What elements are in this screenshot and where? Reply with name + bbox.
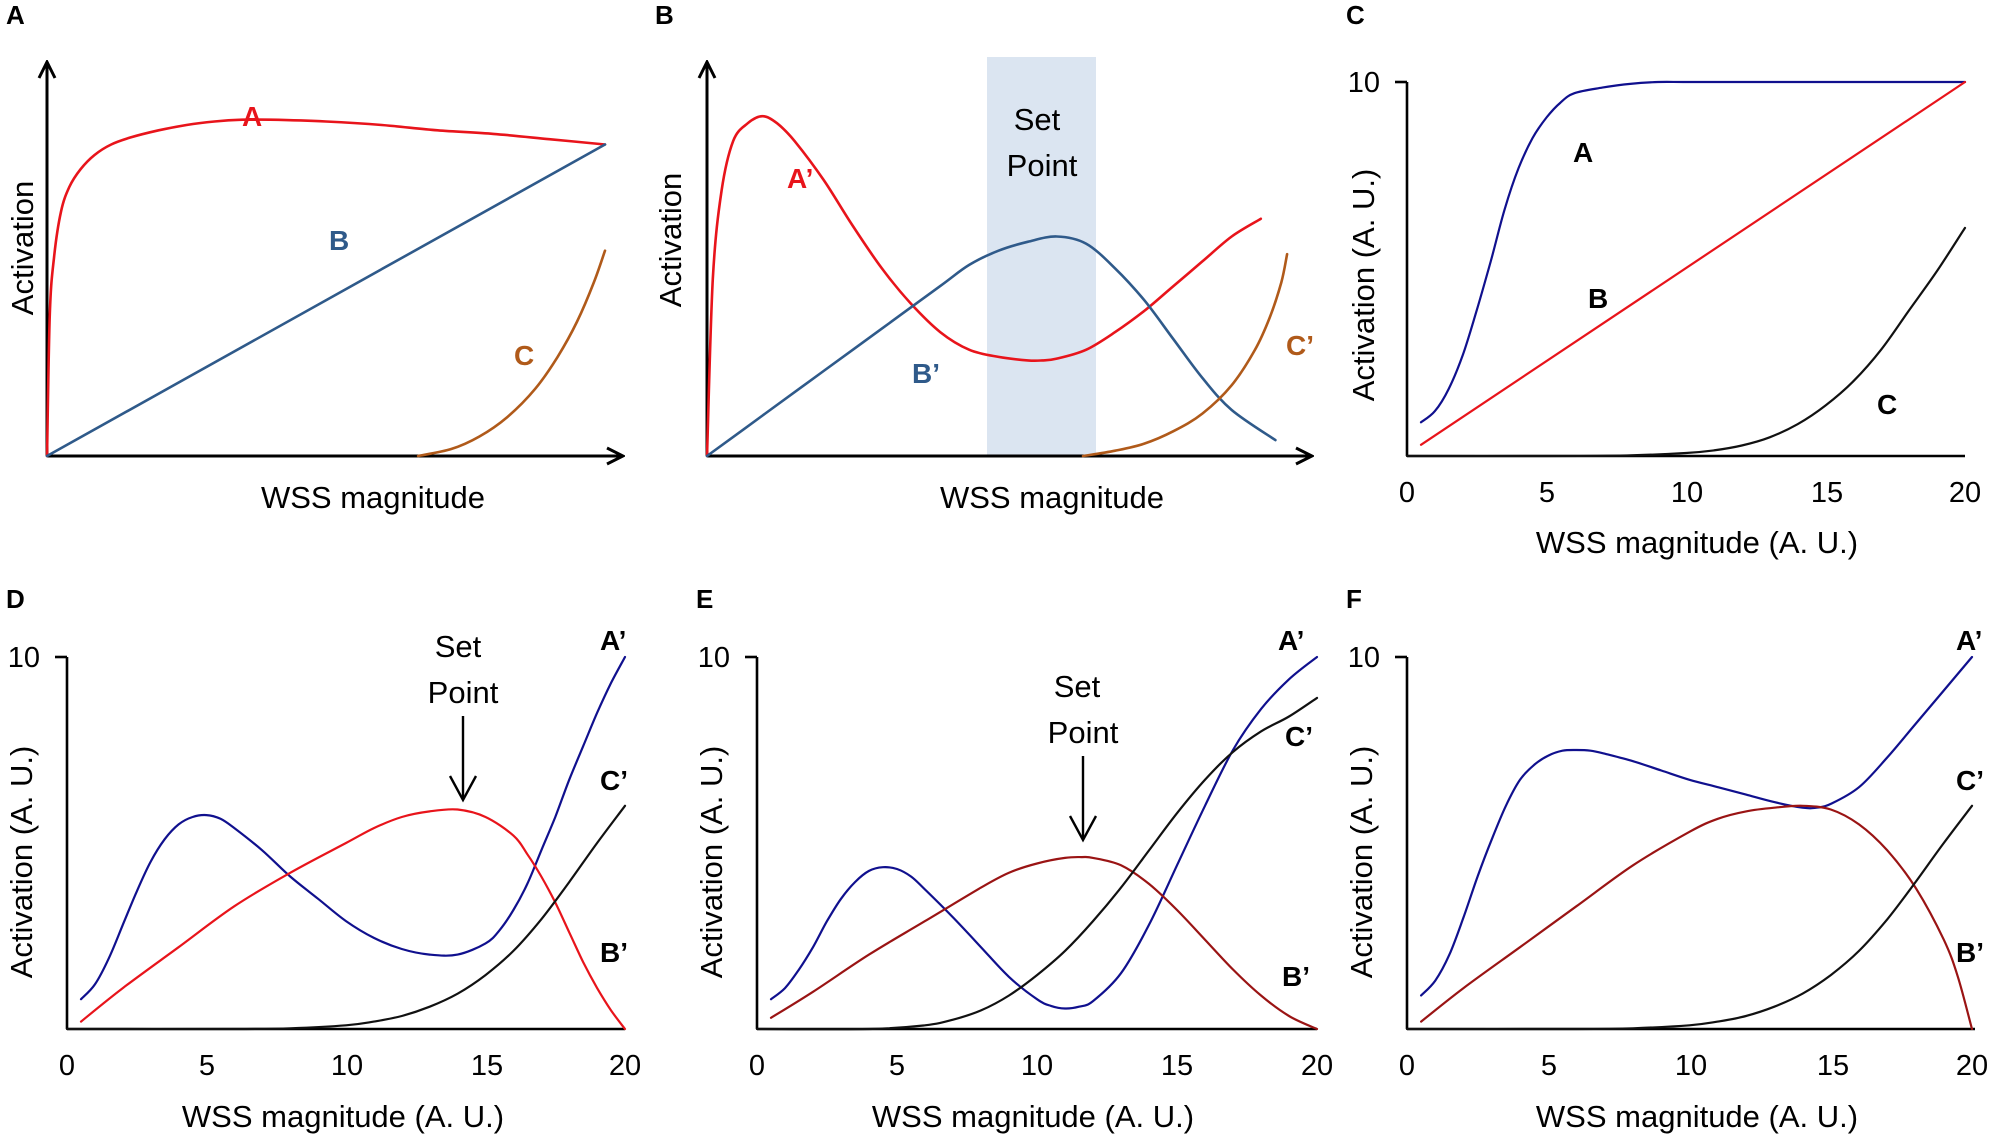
x-axis-label: WSS magnitude (A. U.) [1536,525,1858,560]
label-c-prime: C’ [1956,765,1984,796]
label-c-prime: C’ [1285,721,1313,752]
set-point-label-line1: Set [1054,669,1101,704]
curve-c-prime [65,804,627,1031]
label-c: C [1877,389,1897,420]
curve-c [1405,226,1967,458]
x-tick-label: 10 [331,1050,363,1082]
curve-a-prime [705,114,1263,458]
y-axis-label: Activation (A. U.) [4,746,39,979]
y-tick-label: 10 [8,642,40,674]
set-point-label-line2: Point [1048,715,1119,750]
curve-c-prime [755,696,1319,1031]
x-tick-label: 15 [471,1050,503,1082]
panel-e: E Set Point A’ C’ B’ 0 5 10 15 20 10 Act… [694,584,1333,1134]
label-a: A [1573,137,1593,168]
curve-c-prime [1081,252,1289,458]
label-b-prime: B’ [1282,961,1310,992]
set-point-label-line2: Point [428,675,499,710]
panel-a: A A B C Activation WSS magnitude [5,0,623,515]
y-axis-label: Activation (A. U.) [694,746,729,979]
curve-b-prime [79,808,627,1031]
panel-f: F A’ C’ B’ 0 5 10 15 20 10 Activation (A… [1344,584,1988,1134]
curve-b [1419,80,1967,446]
label-b-prime: B’ [600,937,628,968]
label-b: B [1588,283,1608,314]
set-point-label-line1: Set [435,629,482,664]
curve-a-prime [79,655,627,1001]
x-tick-label: 5 [889,1050,905,1082]
panel-letter-e: E [696,584,713,614]
curve-c-prime [1405,804,1974,1031]
y-axis-label: Activation (A. U.) [1344,746,1379,979]
panel-c: C A B C 0 5 10 15 20 10 Activation (A. U… [1346,0,1981,560]
y-tick-label: 10 [698,642,730,674]
x-axis-label: WSS magnitude [940,480,1164,515]
x-axis-label: WSS magnitude (A. U.) [872,1099,1194,1134]
set-point-arrow [1068,756,1098,843]
x-tick-label: 20 [609,1050,641,1082]
label-c-prime: C’ [1286,330,1314,361]
x-tick-label: 0 [1399,477,1415,509]
label-a-prime: A’ [1956,625,1982,656]
curve-a [1419,80,1967,424]
x-tick-label: 20 [1949,477,1981,509]
x-axis-label: WSS magnitude (A. U.) [182,1099,504,1134]
x-tick-label: 20 [1301,1050,1333,1082]
x-tick-label: 15 [1811,477,1843,509]
x-tick-label: 5 [199,1050,215,1082]
x-tick-label: 0 [59,1050,75,1082]
curve-b [45,143,607,458]
x-tick-labels: 0 5 10 15 20 [749,1050,1333,1082]
y-axis-label: Activation (A. U.) [1346,169,1381,402]
x-tick-label: 20 [1956,1050,1988,1082]
x-tick-label: 0 [1399,1050,1415,1082]
panel-letter-c: C [1346,0,1365,30]
set-point-label-line1: Set [1014,102,1061,137]
curve-a-prime [769,655,1319,1010]
set-point-band [987,57,1096,456]
x-tick-label: 15 [1161,1050,1193,1082]
panel-letter-d: D [6,584,25,614]
curve-b-prime [1420,804,1974,1031]
x-tick-labels: 0 5 10 15 20 [1399,477,1981,509]
curve-b-prime [769,855,1319,1031]
panel-letter-a: A [6,0,25,30]
x-tick-label: 5 [1541,1050,1557,1082]
label-b-prime: B’ [912,358,940,389]
set-point-arrow [448,716,478,803]
label-a-prime: A’ [1278,625,1304,656]
x-tick-labels: 0 5 10 15 20 [59,1050,641,1082]
x-tick-label: 10 [1021,1050,1053,1082]
curve-a [45,118,607,458]
x-axis-label: WSS magnitude [261,480,485,515]
x-tick-label: 5 [1539,477,1555,509]
panel-b: B Set Point A’ B’ C’ Activation WSS magn… [653,0,1314,515]
panel-d: D Set Point A’ C’ B’ 0 5 10 15 20 10 Act… [4,584,641,1134]
curve-a-prime [1420,655,1974,997]
label-b: B [329,225,349,256]
curve-b-prime [705,235,1277,458]
x-tick-label: 15 [1817,1050,1849,1082]
label-c: C [514,340,534,371]
label-a-prime: A’ [787,163,813,194]
label-a: A [242,101,262,132]
x-tick-labels: 0 5 10 15 20 [1399,1050,1988,1082]
y-axis-label: Activation [653,173,688,307]
y-axis-label: Activation [5,181,40,315]
y-tick-label: 10 [1348,642,1380,674]
x-axis-label: WSS magnitude (A. U.) [1536,1099,1858,1134]
label-c-prime: C’ [600,765,628,796]
label-b-prime: B’ [1956,937,1984,968]
curve-c [416,249,607,458]
x-tick-label: 10 [1671,477,1703,509]
panel-letter-b: B [655,0,674,30]
label-a-prime: A’ [600,625,626,656]
panel-letter-f: F [1346,584,1362,614]
set-point-label-line2: Point [1007,148,1078,183]
x-tick-label: 0 [749,1050,765,1082]
y-tick-label: 10 [1348,67,1380,99]
x-tick-label: 10 [1675,1050,1707,1082]
